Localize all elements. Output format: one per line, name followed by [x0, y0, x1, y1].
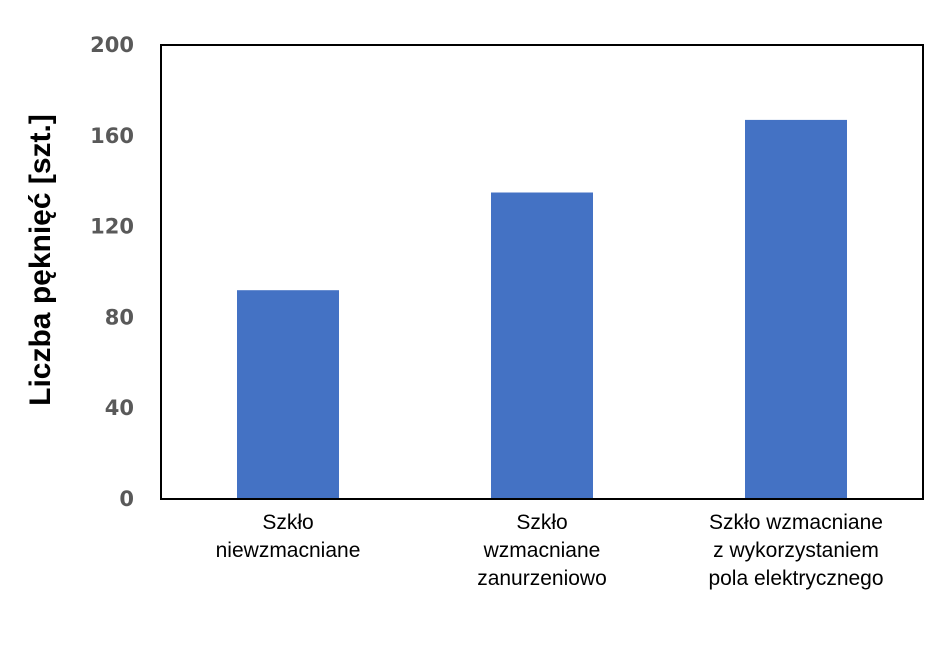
x-tick-label: Szkło	[262, 511, 313, 534]
x-tick-labels: Szkło niewzmacniane Szkło wzmacniane zanurze…	[216, 511, 884, 590]
y-tick-label: 40	[105, 396, 134, 420]
x-tick-label: niewzmacniane	[216, 539, 361, 562]
x-tick-label: zanurzeniowo	[477, 567, 607, 590]
bar-1	[237, 290, 339, 499]
x-tick-label: wzmacniane	[483, 539, 601, 562]
plot-frame	[160, 44, 924, 500]
y-axis-label: Liczba pęknięć [szt.]	[24, 114, 57, 406]
y-tick-label: 80	[105, 305, 134, 329]
x-tick-label: Szkło wzmacniane	[709, 511, 883, 534]
x-tick-label: z wykorzystaniem	[713, 539, 879, 562]
y-tick-label: 120	[90, 215, 134, 239]
bar-3	[745, 119, 847, 500]
y-tick-label: 160	[90, 124, 134, 148]
y-tick-labels: 0 40 80 120 160 200	[90, 33, 134, 511]
bar-2	[491, 192, 593, 499]
x-tick-label: Szkło	[516, 511, 567, 534]
x-tick-label: pola elektrycznego	[708, 567, 883, 590]
y-tick-label: 200	[90, 33, 134, 57]
bars-group	[237, 119, 847, 500]
y-tick-label: 0	[119, 487, 134, 511]
